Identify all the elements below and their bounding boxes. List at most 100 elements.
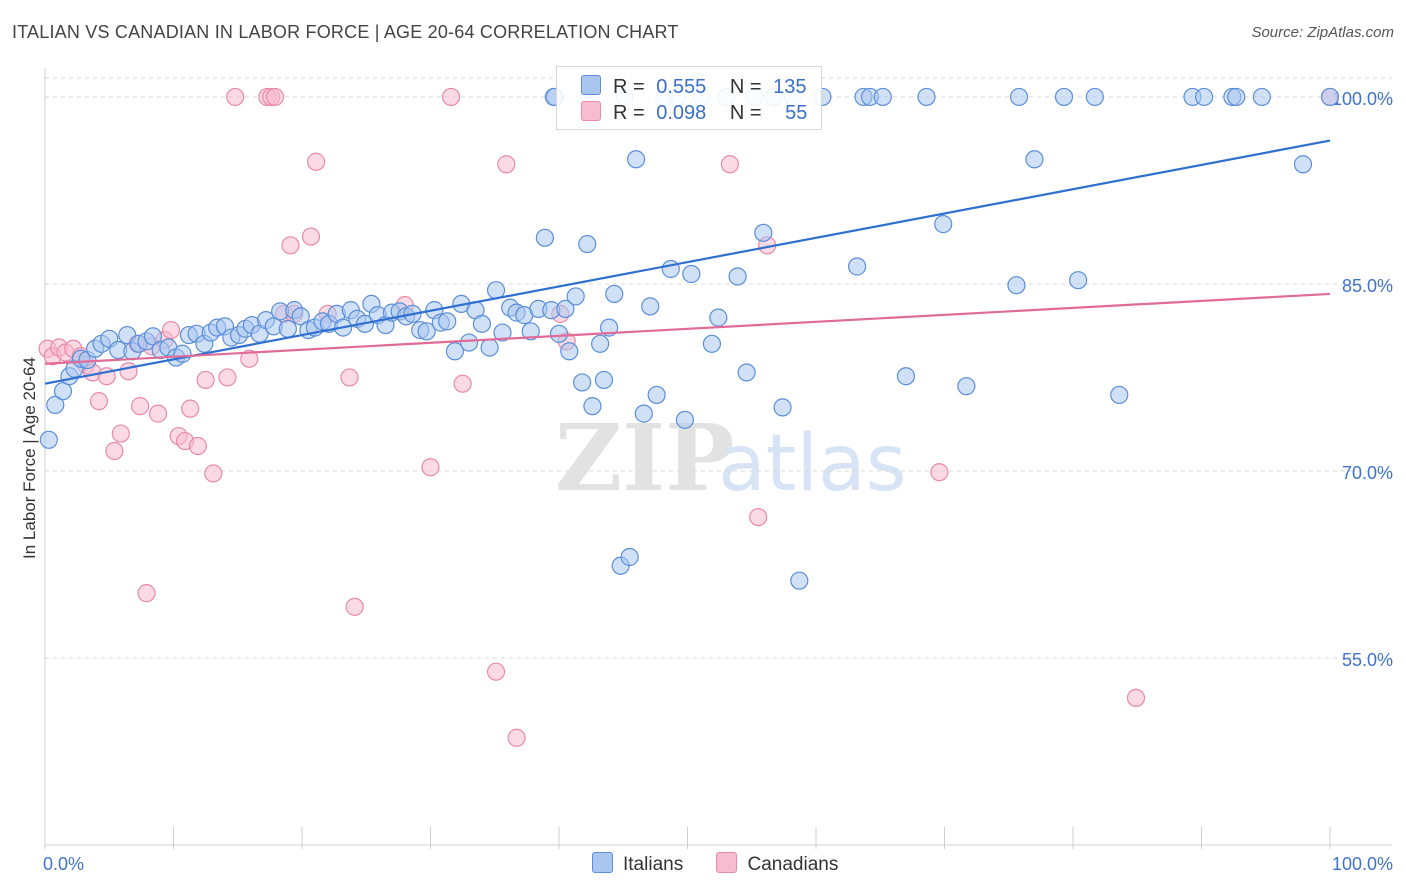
legend-row-italians: R = 0.555 N = 135 [581, 75, 807, 101]
x-tick-label-0: 0.0% [43, 854, 84, 874]
canadians-point-11 [111, 424, 130, 443]
canadians-point-38 [340, 368, 359, 387]
italians-point-123 [1085, 87, 1104, 107]
canadians-point-17 [148, 404, 168, 423]
series-legend: Italians Canadians [592, 852, 866, 876]
italians-point-101 [728, 267, 747, 286]
canadians-trend-line [44, 292, 1331, 365]
italians-point-65 [493, 323, 512, 342]
canadians-r-value: 0.098 [656, 102, 707, 124]
canadians-point-24 [196, 370, 215, 390]
italians-point-82 [594, 370, 614, 390]
italians-point-36 [291, 307, 310, 326]
canadians-point-23 [188, 436, 208, 456]
canadians-point-35 [301, 227, 321, 246]
canadians-point-10 [105, 441, 124, 461]
canadians-point-49 [720, 155, 740, 174]
italians-point-114 [896, 367, 916, 386]
italians-point-89 [634, 404, 653, 423]
italians-point-122 [1069, 271, 1088, 290]
canadians-point-14 [130, 397, 150, 416]
legend-item-canadians: Canadians [716, 852, 838, 876]
italians-trend-line [44, 139, 1331, 385]
italians-point-115 [917, 87, 936, 107]
legend-italians-swatch [592, 852, 613, 873]
canadians-point-19 [161, 320, 181, 340]
y-tick-label-55: 55.0% [1342, 650, 1393, 670]
italians-point-129 [1252, 87, 1271, 107]
italians-point-69 [521, 322, 540, 341]
italians-point-102 [737, 363, 756, 382]
italians-point-99 [709, 308, 728, 327]
italians-point-110 [848, 257, 867, 276]
italians-point-34 [278, 319, 297, 338]
italians-point-116 [934, 215, 953, 234]
italians-point-119 [1009, 87, 1029, 107]
italians-swatch [581, 75, 601, 95]
italians-point-2 [53, 382, 73, 401]
canadians-point-41 [421, 458, 440, 477]
canadians-point-46 [507, 728, 526, 747]
italians-point-0 [39, 430, 58, 449]
italians-n-label: N = [729, 76, 762, 98]
italians-point-78 [573, 373, 592, 392]
canadians-point-43 [453, 374, 472, 393]
y-axis-label: In Labor Force | Age 20-64 [20, 357, 39, 559]
italians-point-98 [702, 334, 722, 353]
italians-point-117 [957, 377, 976, 396]
legend-canadians-label: Canadians [747, 854, 839, 875]
italians-point-76 [560, 342, 579, 361]
italians-point-71 [535, 228, 554, 247]
italians-point-93 [661, 259, 680, 279]
canadians-point-15 [137, 584, 156, 603]
italians-point-124 [1110, 385, 1129, 405]
canadians-point-50 [749, 507, 768, 527]
italians-point-80 [583, 397, 602, 416]
legend-italians-label: Italians [623, 854, 684, 875]
italians-n-value: 135 [773, 76, 807, 98]
italians-point-91 [647, 385, 666, 405]
italians-point-126 [1194, 87, 1214, 107]
chart-title: ITALIAN VS CANADIAN IN LABOR FORCE | AGE… [12, 22, 679, 42]
canadians-point-22 [181, 399, 200, 418]
watermark-atlas: atlas [718, 419, 907, 509]
italians-point-54 [417, 322, 436, 341]
canadians-point-39 [345, 597, 364, 616]
italians-point-1 [46, 395, 65, 414]
x-tick-label-100: 100.0% [1332, 854, 1393, 874]
italians-point-130 [1293, 155, 1313, 174]
y-tick-label-70: 70.0% [1342, 463, 1393, 483]
canadians-point-31 [265, 87, 285, 107]
canadians-point-52 [930, 463, 949, 482]
canadians-point-33 [281, 236, 300, 255]
italians-point-58 [445, 342, 465, 361]
italians-point-75 [556, 299, 575, 318]
legend-canadians-swatch [716, 852, 738, 873]
italians-point-120 [1025, 150, 1044, 169]
italians-point-113 [873, 87, 892, 107]
y-tick-label-100: 100.0% [1332, 89, 1393, 109]
italians-point-15 [143, 327, 163, 346]
y-tick-label-85: 85.0% [1342, 276, 1393, 296]
canadians-point-8 [89, 392, 109, 411]
canadians-point-36 [307, 152, 326, 171]
legend-row-canadians: R = 0.098 N = 55 [581, 101, 807, 127]
stats-legend: R = 0.555 N = 135 R = 0.098 N = 55 [556, 66, 822, 130]
italians-point-88 [626, 150, 646, 169]
italians-r-value: 0.555 [656, 76, 707, 98]
canadians-point-26 [218, 368, 237, 387]
canadians-point-45 [497, 155, 516, 174]
legend-item-italians: Italians [592, 852, 683, 876]
canadians-n-value: 55 [785, 102, 808, 124]
italians-point-128 [1227, 87, 1246, 107]
italians-point-95 [675, 410, 695, 429]
canadians-point-28 [240, 349, 259, 368]
canadians-point-42 [441, 87, 461, 107]
italians-point-104 [754, 223, 773, 242]
italians-point-96 [682, 264, 701, 284]
canadians-swatch [581, 101, 601, 121]
source-label: Source: ZipAtlas.com [1251, 24, 1394, 41]
italians-point-81 [591, 334, 610, 353]
italians-point-62 [472, 314, 491, 333]
